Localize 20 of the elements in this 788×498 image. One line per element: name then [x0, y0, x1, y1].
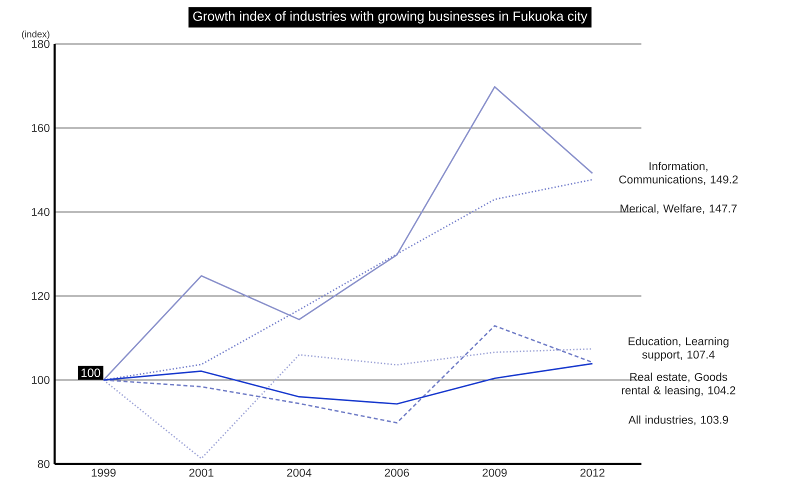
x-tick-label: 1999: [92, 468, 116, 477]
x-tick-label: 2001: [189, 468, 214, 477]
y-tick-label: 100: [32, 376, 50, 384]
y-tick-label: 160: [32, 124, 50, 132]
data-label: 100: [82, 368, 100, 378]
chart-title: Growth index of industries with growing businesses in Fukuoka city: [193, 11, 588, 24]
y-tick-label: 120: [32, 292, 50, 300]
y-tick-label: 80: [38, 460, 50, 468]
y-tick-label: 180: [32, 40, 50, 48]
x-tick-label: 2009: [482, 468, 507, 477]
x-tick-label: 2006: [384, 468, 409, 477]
y-tick-label: 140: [32, 208, 50, 216]
annotation: Education, Learning support, 107.4: [628, 336, 728, 361]
annotation: Merical, Welfare, 147.7: [620, 204, 737, 214]
x-tick-label: 2012: [580, 468, 604, 477]
y-axis-title: (index): [22, 30, 50, 40]
annotation: Real estate, Goods rental & leasing, 104.2: [622, 372, 736, 397]
x-tick-label: 2004: [287, 468, 312, 477]
annotation: Information, Communications, 149.2: [619, 162, 738, 185]
annotation: All industries, 103.9: [628, 415, 728, 426]
